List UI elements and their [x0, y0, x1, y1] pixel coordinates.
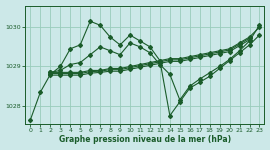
X-axis label: Graphe pression niveau de la mer (hPa): Graphe pression niveau de la mer (hPa)	[59, 135, 231, 144]
